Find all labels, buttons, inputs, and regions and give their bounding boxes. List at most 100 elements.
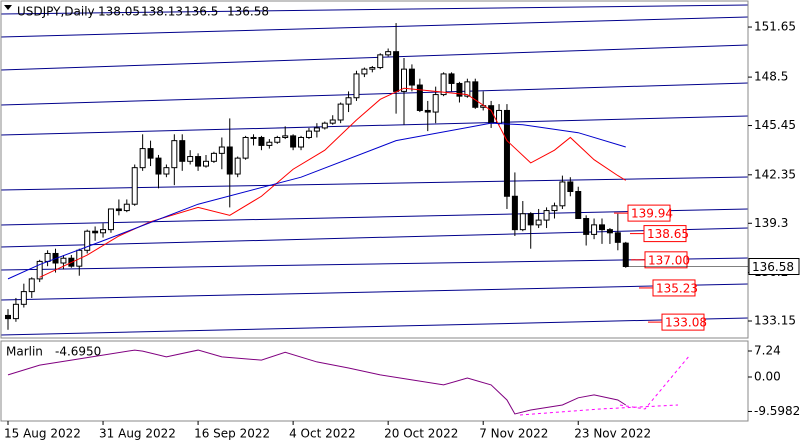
x-tick-label: 23 Nov 2022 xyxy=(574,427,651,441)
x-tick-label: 7 Nov 2022 xyxy=(479,427,548,441)
candle-body xyxy=(298,136,305,148)
symbol-title: USDJPY,Daily xyxy=(17,5,95,19)
forecast-line xyxy=(619,354,691,410)
candle-body xyxy=(401,68,407,92)
candle-body xyxy=(599,224,605,231)
sub-frame xyxy=(0,340,749,422)
candle-body xyxy=(218,146,225,154)
y-tick-label: 145.45 xyxy=(754,118,796,132)
x-tick-label: 16 Sep 2022 xyxy=(194,427,270,441)
candle-body xyxy=(583,218,590,235)
candle-body xyxy=(567,181,574,192)
ohlc-high: 138.13 xyxy=(141,5,183,19)
main-frame xyxy=(0,0,749,339)
level-label: 138.65 xyxy=(647,227,689,241)
candle-body xyxy=(234,157,241,175)
candle-body xyxy=(258,136,265,146)
candle-body xyxy=(329,119,336,124)
candle-body xyxy=(511,195,518,231)
y-tick-label: 133.15 xyxy=(754,313,796,327)
channel-line xyxy=(0,16,749,38)
y-tick-label: 151.65 xyxy=(754,20,796,34)
candle-body xyxy=(131,167,138,205)
candle-body xyxy=(305,130,312,138)
channel-line xyxy=(0,283,749,301)
candle-body xyxy=(187,156,194,162)
candle-body xyxy=(456,82,463,97)
y-tick-label: 139.3 xyxy=(754,216,788,230)
candle-body xyxy=(369,67,376,70)
candle-body xyxy=(353,73,360,99)
candle-body xyxy=(100,229,107,234)
candle-body xyxy=(226,146,233,175)
candle-body xyxy=(551,205,558,212)
channel-line xyxy=(0,208,749,226)
candle-body xyxy=(147,148,154,159)
candle-body xyxy=(203,160,209,167)
price-box xyxy=(748,257,800,275)
candle-body xyxy=(44,252,51,262)
candle-body xyxy=(5,314,11,320)
moving-average xyxy=(7,122,626,280)
level-label: 133.08 xyxy=(665,316,707,330)
candle-body xyxy=(115,208,122,212)
candle-body xyxy=(448,73,455,84)
indicator-value: -4.6950 xyxy=(55,345,101,359)
channel-line xyxy=(0,317,749,336)
y-tick-label: -9.5982 xyxy=(754,404,800,418)
candle-body xyxy=(559,181,566,207)
indicator-line xyxy=(7,349,627,415)
candle-body xyxy=(472,81,479,108)
candle-body xyxy=(464,81,471,97)
candle-body xyxy=(416,84,423,111)
y-tick-label: 142.35 xyxy=(754,167,796,181)
candle-body xyxy=(527,213,534,226)
candle-body xyxy=(163,167,170,175)
channel-line xyxy=(0,82,749,106)
candle-body xyxy=(210,152,217,162)
candle-body xyxy=(123,203,130,212)
candle-body xyxy=(242,136,249,159)
candle-body xyxy=(440,73,447,96)
menu-arrow xyxy=(4,5,12,10)
channel-line xyxy=(0,227,749,248)
x-tick-label: 20 Oct 2022 xyxy=(384,427,458,441)
candle-body xyxy=(337,103,344,121)
candle-body xyxy=(274,136,281,143)
candle-body xyxy=(503,109,510,197)
candle-body xyxy=(377,54,384,69)
candle-body xyxy=(385,51,392,56)
candle-body xyxy=(361,68,368,75)
forecast-line xyxy=(519,404,679,416)
candle-body xyxy=(345,97,352,105)
x-tick-label: 4 Oct 2022 xyxy=(289,427,356,441)
y-tick-label: 7.24 xyxy=(754,344,781,358)
candle-body xyxy=(424,109,431,113)
candle-body xyxy=(92,230,99,234)
candle-body xyxy=(313,127,320,132)
candle-body xyxy=(171,140,178,169)
ohlc-low: 136.5 xyxy=(184,5,218,19)
level-label: 135.23 xyxy=(656,281,698,295)
level-label: 139.94 xyxy=(631,207,673,221)
candle-body xyxy=(179,140,186,162)
y-tick-label: 148.5 xyxy=(754,70,788,84)
candle-body xyxy=(282,135,289,138)
candle-body xyxy=(432,94,439,113)
indicator-title: Marlin xyxy=(6,345,43,359)
candle-body xyxy=(393,51,400,92)
y-tick-label: 0.00 xyxy=(754,369,781,383)
candle-body xyxy=(290,135,297,148)
x-tick-label: 31 Aug 2022 xyxy=(99,427,176,441)
channel-lines xyxy=(0,4,749,336)
channel-line xyxy=(0,44,749,71)
x-tick-label: 15 Aug 2022 xyxy=(4,427,81,441)
level-box xyxy=(643,225,687,243)
channel-line xyxy=(0,115,749,136)
candle-body xyxy=(591,224,598,235)
ohlc-close: 136.58 xyxy=(227,5,269,19)
candle-body xyxy=(543,210,550,221)
level-box xyxy=(661,313,705,331)
candle-body xyxy=(155,157,162,175)
